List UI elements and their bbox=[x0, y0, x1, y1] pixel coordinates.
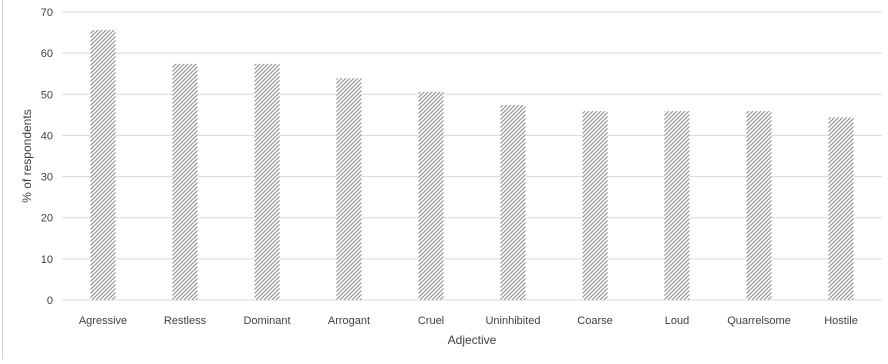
y-tick-label: 70 bbox=[41, 7, 53, 19]
x-tick-label: Hostile bbox=[824, 315, 858, 327]
x-tick-label: Agressive bbox=[79, 315, 127, 327]
y-tick-label: 30 bbox=[41, 172, 53, 184]
y-axis-title: % of respondents bbox=[20, 109, 34, 202]
x-tick-label: Quarrelsome bbox=[727, 315, 791, 327]
gridlines bbox=[62, 11, 882, 301]
x-tick-label: Coarse bbox=[577, 315, 612, 327]
x-tick-label: Arrogant bbox=[328, 315, 370, 327]
y-tick-label: 10 bbox=[41, 254, 53, 266]
bar-cruel bbox=[418, 91, 444, 301]
bar-loud bbox=[664, 111, 690, 300]
bar-hostile bbox=[828, 117, 854, 300]
y-tick-label: 40 bbox=[41, 130, 53, 142]
y-tick-label: 60 bbox=[41, 48, 53, 60]
x-tick-label: Restless bbox=[164, 315, 207, 327]
x-tick-label: Cruel bbox=[418, 315, 444, 327]
bar-dominant bbox=[254, 63, 280, 301]
x-tick-label: Loud bbox=[665, 315, 689, 327]
x-axis-title: Adjective bbox=[448, 333, 497, 347]
x-tick-label: Dominant bbox=[243, 315, 290, 327]
y-tick-labels: 0 10 20 30 40 50 60 70 bbox=[41, 7, 53, 307]
bar-quarrelsome bbox=[746, 111, 772, 300]
bar-coarse bbox=[582, 111, 608, 300]
bar-uninhibited bbox=[500, 104, 526, 301]
bar-agressive bbox=[90, 30, 116, 301]
bar-arrogant bbox=[336, 78, 362, 301]
bar-restless bbox=[172, 63, 198, 301]
y-tick-label: 0 bbox=[47, 295, 53, 307]
y-tick-label: 50 bbox=[41, 89, 53, 101]
x-tick-labels: Agressive Restless Dominant Arrogant Cruel Un… bbox=[79, 315, 858, 327]
bars bbox=[90, 30, 854, 301]
x-tick-label: Uninhibited bbox=[485, 315, 540, 327]
y-tick-label: 20 bbox=[41, 213, 53, 225]
